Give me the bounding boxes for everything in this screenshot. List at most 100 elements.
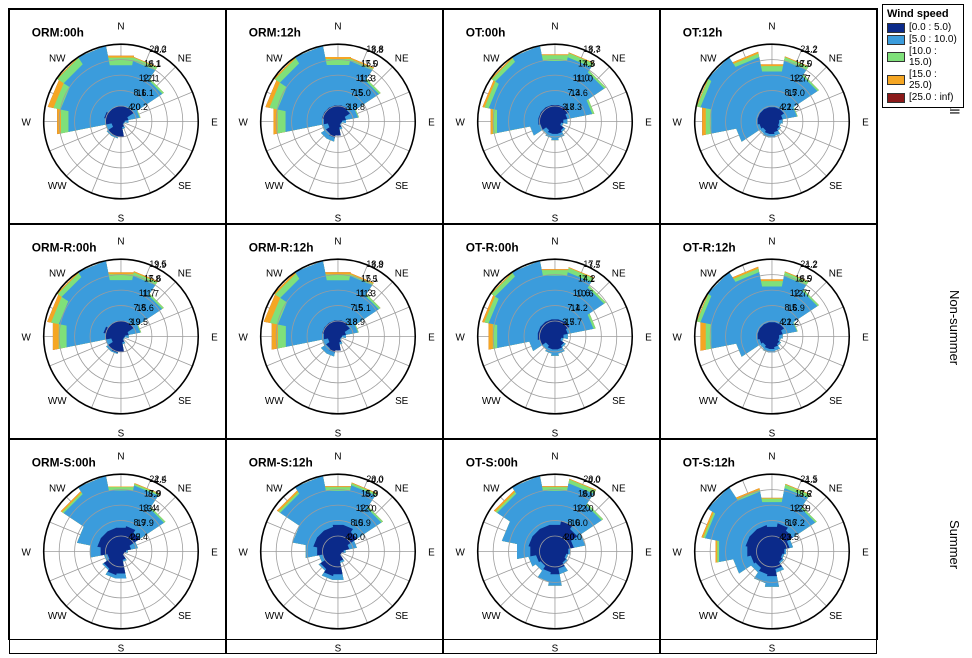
svg-text:8.5: 8.5 [785, 302, 797, 312]
svg-text:N: N [334, 21, 341, 32]
svg-text:ORM-R:00h: ORM-R:00h [32, 240, 97, 254]
windrose-cell: 4.28.512.716.921.2NNEESESWWWNWOT-R:12h4.… [660, 224, 877, 439]
svg-text:OT-S:12h: OT-S:12h [683, 455, 735, 469]
svg-text:4.0: 4.0 [128, 102, 140, 112]
svg-text:12.9: 12.9 [790, 503, 807, 513]
legend-swatch [887, 93, 905, 103]
svg-text:N: N [551, 21, 558, 32]
svg-text:4.0: 4.0 [562, 532, 574, 542]
svg-text:NE: NE [395, 484, 409, 495]
svg-text:18.3: 18.3 [583, 44, 600, 54]
svg-text:SE: SE [612, 611, 626, 622]
svg-text:12.1: 12.1 [139, 73, 156, 83]
svg-text:18.9: 18.9 [366, 259, 383, 269]
svg-text:E: E [862, 333, 869, 344]
svg-text:S: S [552, 644, 559, 654]
svg-text:8.9: 8.9 [134, 518, 146, 528]
svg-text:WW: WW [699, 181, 718, 192]
legend-label: [15.0 : 25.0) [909, 69, 959, 91]
svg-text:N: N [117, 21, 124, 32]
svg-text:12.0: 12.0 [573, 503, 590, 513]
svg-text:7.5: 7.5 [351, 87, 363, 97]
windrose-cell: 3.87.511.315.118.9NNEESESWWWNWORM-R:12h3… [226, 224, 443, 439]
svg-text:SE: SE [178, 396, 192, 407]
svg-text:NW: NW [483, 484, 500, 495]
svg-text:4.0: 4.0 [345, 532, 357, 542]
windrose-cell: 3.87.511.315.018.8NNEESESWWWNWORM:12h3.8… [226, 9, 443, 224]
svg-text:WW: WW [265, 396, 284, 407]
svg-text:W: W [238, 333, 248, 344]
svg-text:15.9: 15.9 [361, 489, 378, 499]
svg-text:N: N [334, 451, 341, 462]
svg-text:OT-S:00h: OT-S:00h [466, 455, 518, 469]
svg-text:NE: NE [178, 54, 192, 65]
svg-text:S: S [769, 429, 776, 439]
svg-text:4.3: 4.3 [779, 532, 791, 542]
svg-text:7.5: 7.5 [351, 302, 363, 312]
svg-text:OT:00h: OT:00h [466, 25, 506, 39]
svg-text:NE: NE [178, 269, 192, 280]
svg-text:W: W [21, 548, 31, 559]
svg-text:19.5: 19.5 [149, 259, 166, 269]
svg-text:WW: WW [48, 396, 67, 407]
windrose-cell: 4.58.913.417.922.4NNEESESWWWNWORM-S:00h4… [9, 439, 226, 654]
svg-text:ORM-R:12h: ORM-R:12h [249, 240, 314, 254]
windrose-grid: 4.08.112.116.120.2NNEESESWWWNWORM:00h4.0… [8, 8, 878, 640]
svg-text:11.3: 11.3 [356, 288, 373, 298]
windrose-cell: 4.08.112.116.120.2NNEESESWWWNWORM:00h4.0… [9, 9, 226, 224]
svg-text:16.1: 16.1 [144, 58, 161, 68]
svg-text:18.8: 18.8 [366, 44, 383, 54]
svg-text:3.8: 3.8 [345, 317, 357, 327]
svg-text:W: W [238, 117, 248, 128]
svg-text:E: E [211, 117, 218, 128]
svg-text:OT-R:00h: OT-R:00h [466, 240, 519, 254]
windrose-cell: 3.57.110.614.217.7NNEESESWWWNWOT-R:00h3.… [443, 224, 660, 439]
svg-text:4.5: 4.5 [128, 532, 140, 542]
svg-text:4.2: 4.2 [779, 317, 791, 327]
svg-text:WW: WW [265, 611, 284, 622]
svg-text:SE: SE [178, 181, 192, 192]
svg-text:4.2: 4.2 [779, 102, 791, 112]
svg-text:7.1: 7.1 [568, 302, 580, 312]
svg-text:SE: SE [829, 611, 843, 622]
svg-text:17.2: 17.2 [795, 489, 812, 499]
legend: Wind speed [0.0 : 5.0)[5.0 : 10.0)[10.0 … [882, 4, 964, 108]
windrose-cell: 3.77.311.014.618.3NNEESESWWWNWOT:00h3.77… [443, 9, 660, 224]
svg-text:15.0: 15.0 [361, 58, 378, 68]
svg-text:ORM:12h: ORM:12h [249, 25, 301, 39]
legend-title: Wind speed [887, 8, 959, 20]
svg-text:SE: SE [829, 396, 843, 407]
svg-text:WW: WW [699, 611, 718, 622]
svg-text:SE: SE [829, 181, 843, 192]
windrose-cell: 3.97.811.715.619.5NNEESESWWWNWORM-R:00h3… [9, 224, 226, 439]
svg-text:WW: WW [48, 181, 67, 192]
svg-text:W: W [455, 117, 465, 128]
svg-text:12.7: 12.7 [790, 73, 807, 83]
svg-text:S: S [552, 214, 559, 224]
svg-text:N: N [334, 236, 341, 247]
svg-text:ORM-S:12h: ORM-S:12h [249, 455, 313, 469]
svg-text:SE: SE [395, 396, 409, 407]
svg-text:20.2: 20.2 [149, 44, 166, 54]
svg-text:S: S [118, 429, 125, 439]
svg-text:WW: WW [265, 181, 284, 192]
svg-text:S: S [769, 644, 776, 654]
svg-text:WW: WW [482, 396, 501, 407]
svg-text:7.3: 7.3 [568, 87, 580, 97]
svg-text:WW: WW [699, 396, 718, 407]
legend-swatch [887, 35, 905, 45]
svg-text:NE: NE [395, 54, 409, 65]
svg-text:16.0: 16.0 [578, 489, 595, 499]
svg-text:N: N [551, 451, 558, 462]
svg-text:W: W [21, 117, 31, 128]
svg-text:WW: WW [482, 181, 501, 192]
svg-text:17.0: 17.0 [795, 58, 812, 68]
svg-text:E: E [645, 117, 652, 128]
svg-text:NE: NE [829, 269, 843, 280]
svg-text:3.8: 3.8 [345, 102, 357, 112]
svg-text:N: N [117, 236, 124, 247]
svg-text:N: N [117, 451, 124, 462]
svg-text:N: N [768, 21, 775, 32]
svg-text:NE: NE [612, 54, 626, 65]
svg-text:21.2: 21.2 [800, 259, 817, 269]
